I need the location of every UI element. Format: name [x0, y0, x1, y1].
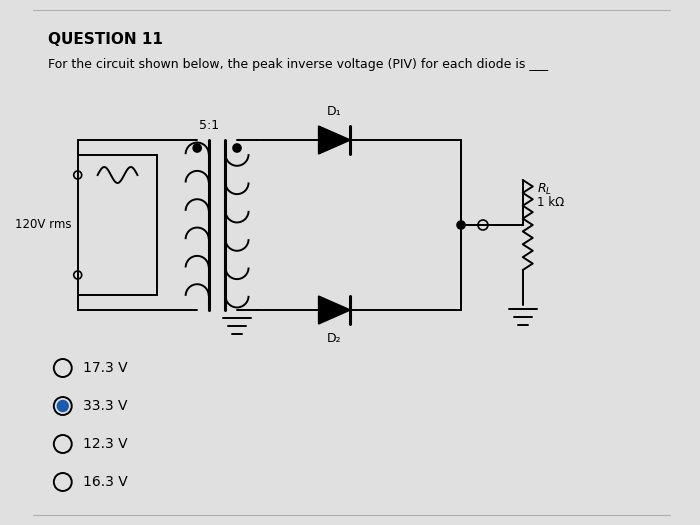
Text: D₁: D₁	[327, 105, 342, 118]
Text: $R_L$: $R_L$	[537, 182, 552, 197]
Circle shape	[457, 221, 465, 229]
Text: D₂: D₂	[327, 332, 342, 345]
Circle shape	[57, 401, 68, 412]
Text: QUESTION 11: QUESTION 11	[48, 32, 162, 47]
Text: 5:1: 5:1	[199, 119, 219, 132]
Text: For the circuit shown below, the peak inverse voltage (PIV) for each diode is __: For the circuit shown below, the peak in…	[48, 58, 548, 71]
Circle shape	[233, 144, 241, 152]
Text: 16.3 V: 16.3 V	[83, 475, 127, 489]
Circle shape	[193, 144, 201, 152]
Text: 17.3 V: 17.3 V	[83, 361, 127, 375]
Text: 12.3 V: 12.3 V	[83, 437, 127, 451]
Text: 1 kΩ: 1 kΩ	[537, 196, 564, 209]
Polygon shape	[318, 126, 351, 154]
Text: 120V rms: 120V rms	[15, 218, 71, 232]
Text: 33.3 V: 33.3 V	[83, 399, 127, 413]
Polygon shape	[318, 296, 351, 324]
